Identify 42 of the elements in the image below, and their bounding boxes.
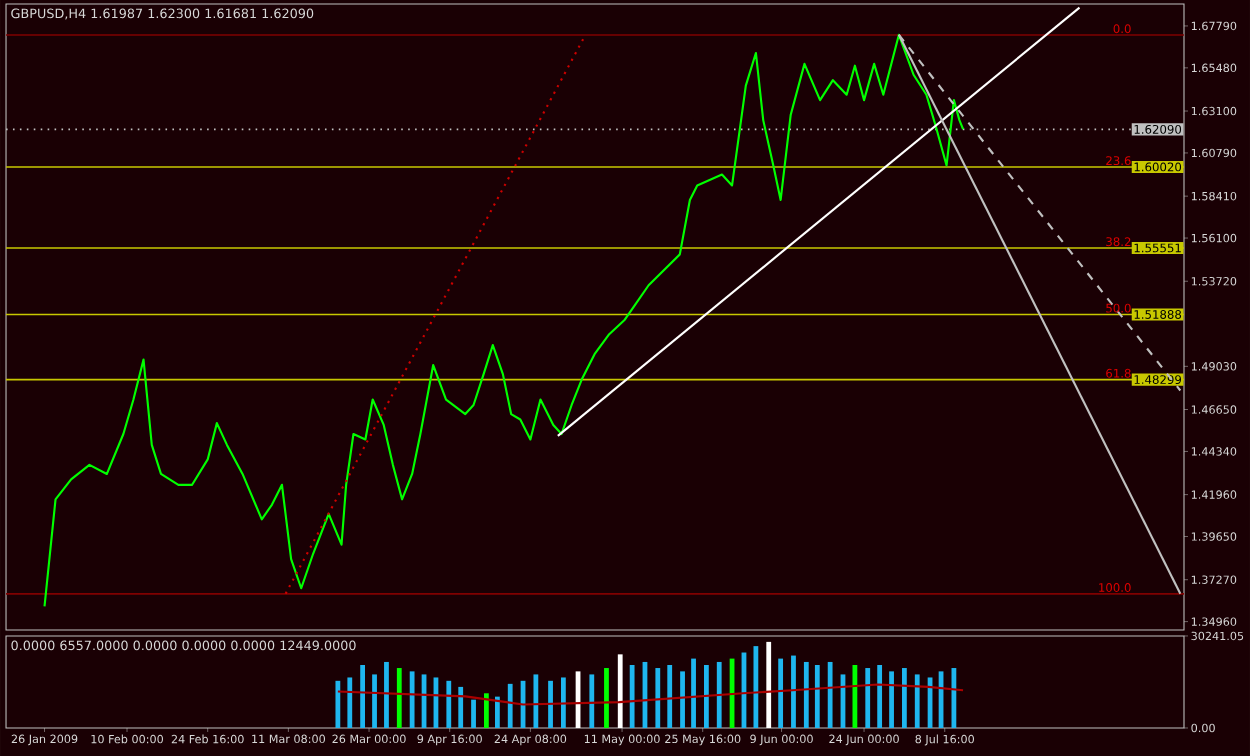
bar [533, 674, 539, 728]
bar [716, 661, 722, 728]
bar [655, 668, 661, 728]
bar [691, 658, 696, 728]
bar [827, 661, 833, 728]
bar [483, 693, 489, 728]
line-series [336, 683, 965, 706]
bar [335, 680, 341, 728]
bar [347, 677, 353, 728]
bar [548, 680, 553, 728]
bar [409, 671, 415, 728]
line-series [43, 33, 965, 608]
bar [914, 674, 920, 728]
bar [680, 671, 685, 728]
bar [629, 664, 635, 728]
bar [384, 661, 389, 728]
bar [803, 661, 809, 728]
bar [865, 668, 871, 728]
bar [852, 664, 858, 728]
bar [617, 654, 623, 728]
bar [889, 671, 894, 728]
bar [814, 664, 820, 728]
bar [494, 696, 500, 728]
bar [471, 699, 476, 728]
bar [396, 668, 402, 728]
bar [667, 664, 673, 728]
bar [766, 641, 772, 728]
bar [753, 646, 759, 728]
bar [778, 658, 784, 728]
bar [360, 664, 366, 728]
bar [951, 668, 957, 728]
bar [901, 668, 907, 728]
bar [507, 683, 513, 728]
bar [791, 655, 796, 728]
bar [458, 686, 464, 728]
bar [703, 664, 709, 728]
bar [589, 674, 595, 728]
bar [372, 674, 377, 728]
bar [560, 677, 566, 728]
bar [446, 680, 452, 728]
bar [604, 668, 609, 728]
bar [877, 664, 883, 728]
